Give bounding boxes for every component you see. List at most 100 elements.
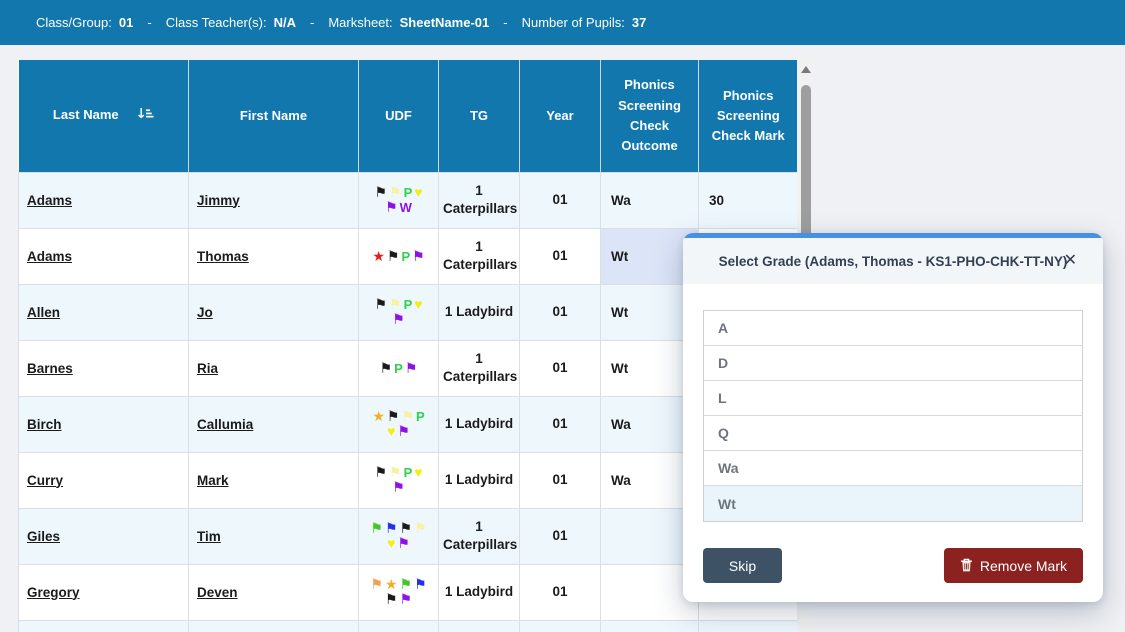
- cell-outcome[interactable]: Wt: [600, 227, 699, 285]
- cell-outcome[interactable]: [600, 619, 699, 632]
- cell-outcome[interactable]: [600, 507, 699, 565]
- column-header-phonics-screening-check-mark[interactable]: Phonics Screening Check Mark: [698, 60, 797, 172]
- column-header-tg[interactable]: TG: [438, 60, 520, 172]
- pupil-first-name-link[interactable]: Jo: [197, 304, 213, 320]
- cell-udf: ★ ⚑ P ⚑: [358, 227, 439, 285]
- udf-letter-p: P: [403, 297, 413, 312]
- cell-tg: [438, 619, 520, 632]
- pupil-last-name-link[interactable]: Giles: [27, 528, 61, 544]
- cell-last-name[interactable]: Adams: [18, 227, 189, 285]
- pupil-last-name-link[interactable]: Gregory: [27, 584, 80, 600]
- udf-letter-p: P: [416, 409, 425, 424]
- cell-mark[interactable]: [698, 619, 797, 632]
- udf-letter-p: P: [403, 465, 413, 480]
- column-header-last-name[interactable]: Last Name: [18, 60, 189, 172]
- grade-option-d[interactable]: D: [704, 346, 1082, 381]
- modal-footer: Skip Remove Mark: [683, 548, 1103, 583]
- skip-button[interactable]: Skip: [703, 548, 782, 583]
- table-row: [18, 619, 797, 632]
- udf-flag-icon: ⚑: [374, 464, 387, 480]
- close-icon[interactable]: ✕: [1063, 252, 1077, 269]
- cell-outcome[interactable]: Wa: [600, 171, 699, 229]
- table-row: Allen Jo ⚑ ⚑ P ♥ ⚑ 1 Ladybird 01 Wt: [18, 283, 797, 341]
- cell-outcome[interactable]: Wt: [600, 339, 699, 397]
- cell-last-name[interactable]: [18, 619, 189, 632]
- column-header-first-name[interactable]: First Name: [188, 60, 359, 172]
- cell-last-name[interactable]: Birch: [18, 395, 189, 453]
- column-header-udf[interactable]: UDF: [358, 60, 439, 172]
- table-body: Adams Jimmy ⚑ ⚑ P ♥ ⚑ W 1 Caterpillars 01 Wa 30 Adam…: [18, 171, 797, 632]
- udf-flag-icon: ⚑: [386, 247, 400, 264]
- grade-option-q[interactable]: Q: [704, 416, 1082, 451]
- udf-icon-line: ⚑: [363, 480, 434, 495]
- cell-last-name[interactable]: Barnes: [18, 339, 189, 397]
- modal-title: Select Grade (Adams, Thomas - KS1-PHO-CH…: [718, 253, 1068, 269]
- pupil-first-name-link[interactable]: Ria: [197, 360, 219, 376]
- cell-year: 01: [519, 339, 601, 397]
- cell-first-name[interactable]: Ria: [188, 339, 359, 397]
- pupil-first-name-link[interactable]: Tim: [197, 528, 221, 544]
- pupil-first-name-link[interactable]: Mark: [197, 472, 229, 488]
- grade-option-wt[interactable]: Wt: [704, 486, 1082, 521]
- topbar-value: SheetName-01: [399, 15, 490, 30]
- remove-mark-button[interactable]: Remove Mark: [943, 548, 1083, 583]
- cell-first-name[interactable]: Deven: [188, 563, 359, 621]
- udf-icon-line: ⚑ ⚑ P ♥: [363, 184, 434, 201]
- cell-udf: ⚑ ★ ⚑ ⚑ ⚑ ⚑: [358, 563, 439, 621]
- cell-outcome[interactable]: [600, 563, 699, 621]
- cell-first-name[interactable]: Mark: [188, 451, 359, 509]
- column-header-phonics-screening-check-outcome[interactable]: Phonics Screening Check Outcome: [600, 60, 699, 172]
- udf-flag-icon: ⚑: [384, 520, 398, 536]
- cell-first-name[interactable]: [188, 619, 359, 632]
- cell-first-name[interactable]: Tim: [188, 507, 359, 565]
- udf-icon-line: ⚑ ⚑: [363, 592, 434, 607]
- udf-flag-icon: ⚑: [404, 359, 418, 376]
- udf-flag-icon: ⚑: [392, 479, 405, 495]
- pupil-last-name-link[interactable]: Barnes: [27, 360, 73, 376]
- trash-icon: [960, 558, 973, 573]
- pupil-last-name-link[interactable]: Adams: [27, 192, 73, 208]
- topbar-label: Number of Pupils:: [521, 15, 625, 30]
- grade-option-wa[interactable]: Wa: [704, 451, 1082, 486]
- cell-last-name[interactable]: Adams: [18, 171, 189, 229]
- scroll-up-arrow-icon[interactable]: [801, 66, 811, 73]
- cell-first-name[interactable]: Jimmy: [188, 171, 359, 229]
- pupil-last-name-link[interactable]: Birch: [27, 416, 62, 432]
- column-header-year[interactable]: Year: [519, 60, 601, 172]
- cell-first-name[interactable]: Jo: [188, 283, 359, 341]
- cell-mark[interactable]: 30: [698, 171, 797, 229]
- udf-heart-icon: ♥: [414, 296, 423, 312]
- pupil-first-name-link[interactable]: Deven: [197, 584, 238, 600]
- cell-last-name[interactable]: Gregory: [18, 563, 189, 621]
- scrollbar-thumb[interactable]: [801, 85, 811, 243]
- cell-year: 01: [519, 283, 601, 341]
- pupil-first-name-link[interactable]: Thomas: [197, 248, 249, 264]
- cell-last-name[interactable]: Allen: [18, 283, 189, 341]
- pupil-last-name-link[interactable]: Adams: [27, 248, 73, 264]
- column-header-label: Last Name: [52, 106, 119, 122]
- cell-first-name[interactable]: Thomas: [188, 227, 359, 285]
- pupil-first-name-link[interactable]: Callumia: [197, 416, 254, 432]
- udf-icon-line: ⚑ ⚑ ⚑ ⚑: [363, 521, 434, 536]
- udf-flag-icon: ⚑: [414, 576, 427, 592]
- cell-outcome[interactable]: Wa: [600, 395, 699, 453]
- cell-tg: 1 Ladybird: [438, 283, 520, 341]
- udf-flag-icon: ⚑: [401, 408, 414, 424]
- udf-letter-w: W: [399, 200, 412, 215]
- cell-outcome[interactable]: Wa: [600, 451, 699, 509]
- grade-option-l[interactable]: L: [704, 381, 1082, 416]
- topbar-value: N/A: [273, 15, 296, 30]
- cell-tg: 1 Caterpillars: [438, 227, 520, 285]
- cell-outcome[interactable]: Wt: [600, 283, 699, 341]
- cell-last-name[interactable]: Giles: [18, 507, 189, 565]
- table-row: Adams Jimmy ⚑ ⚑ P ♥ ⚑ W 1 Caterpillars 01 Wa 30: [18, 171, 797, 229]
- pupil-last-name-link[interactable]: Curry: [27, 472, 64, 488]
- udf-heart-icon: ♥: [414, 184, 423, 200]
- pupil-last-name-link[interactable]: Allen: [27, 304, 61, 320]
- pupil-first-name-link[interactable]: Jimmy: [197, 192, 240, 208]
- cell-last-name[interactable]: Curry: [18, 451, 189, 509]
- grade-option-a[interactable]: A: [704, 311, 1082, 346]
- topbar-label: Class/Group:: [36, 15, 112, 30]
- udf-letter-p: P: [401, 248, 411, 264]
- cell-first-name[interactable]: Callumia: [188, 395, 359, 453]
